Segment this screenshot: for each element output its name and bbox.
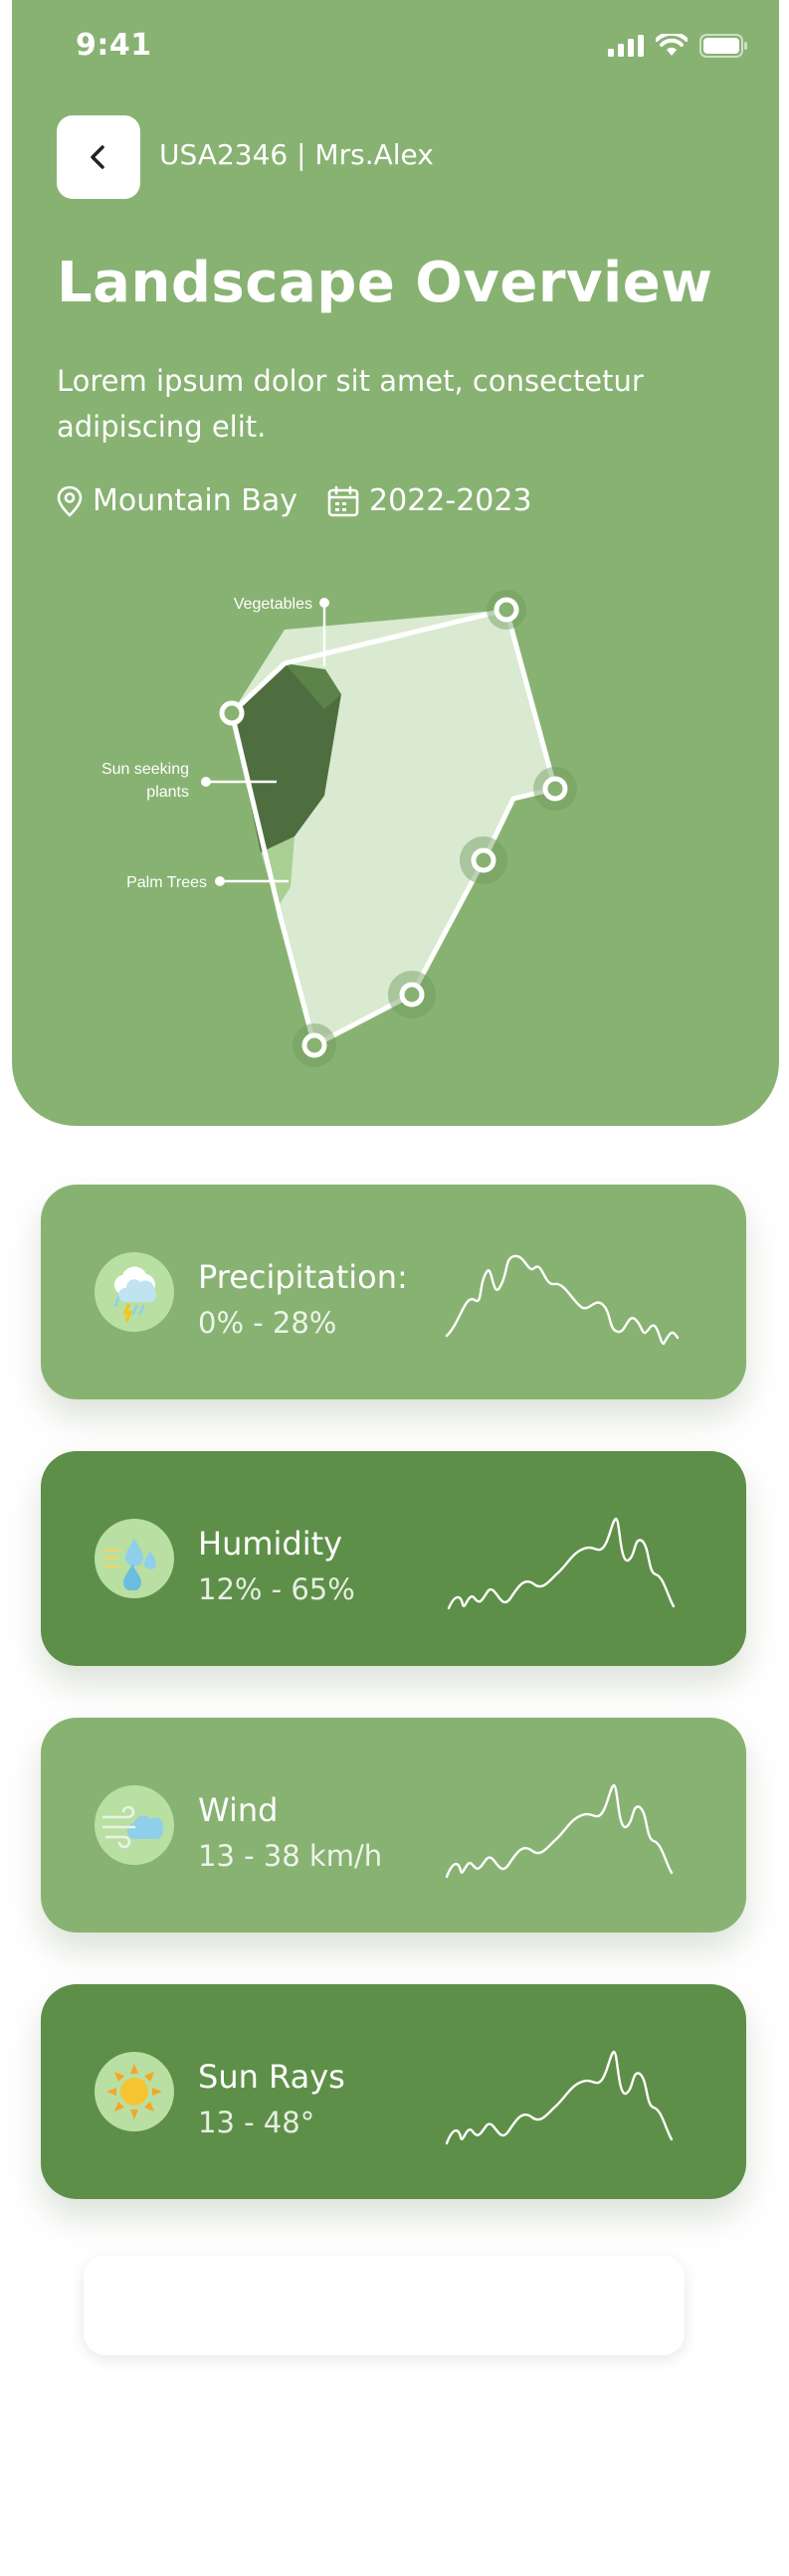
vegetables-label: Vegetables [234,596,312,613]
calendar-icon [327,485,359,516]
wifi-icon [656,34,688,56]
user-id: USA2346 | Mrs.Alex [159,138,434,171]
signal-icon [608,35,644,57]
vegetables-region [285,663,341,709]
wind-icon [95,1785,174,1865]
card-label: Wind [198,1791,279,1829]
precipitation-card[interactable]: Precipitation: 0% - 28% [41,1185,746,1399]
vertex-marker[interactable] [487,590,526,630]
humidity-card[interactable]: Humidity 12% - 65% [41,1451,746,1666]
card-value: 13 - 38 km/h [198,1839,383,1873]
location-pin-icon [57,485,83,517]
page-title: Landscape Overview [57,251,713,315]
field-outline [229,607,558,1048]
palm-trees-region [261,836,295,907]
precipitation-sparkline [445,1254,680,1346]
sun-seeking-label-line1: Sun seeking [101,761,189,778]
location: Mountain Bay [57,483,297,518]
landscape-map: Vegetables Sun seeking plants Palm Trees [101,590,577,1067]
bottom-panel [84,2256,685,2355]
water-drops-icon [95,1519,174,1598]
card-value: 0% - 28% [198,1306,337,1340]
status-icons [608,34,747,58]
back-button[interactable] [57,115,140,199]
vertex-marker[interactable] [460,836,507,884]
palm-trees-callout: Palm Trees [126,874,289,891]
status-bar: 9:41 [0,0,789,92]
card-label: Humidity [198,1525,343,1563]
rain-cloud-icon [95,1252,174,1332]
sun-seeking-label-line2: plants [146,784,189,801]
sun-rays-sparkline [445,2050,674,2145]
vertex-marker[interactable] [388,971,436,1018]
wind-card[interactable]: Wind 13 - 38 km/h [41,1718,746,1932]
page-description: Lorem ipsum dolor sit amet, consectetur … [57,364,644,444]
humidity-sparkline [447,1517,676,1610]
wind-sparkline [445,1783,674,1879]
sun-seeking-region [232,663,341,852]
palm-trees-label: Palm Trees [126,874,207,891]
meta-row: Mountain Bay 2022-2023 [57,483,562,518]
location-text: Mountain Bay [93,483,298,518]
card-value: 13 - 48° [198,2106,315,2139]
period: 2022-2023 [327,483,532,518]
vertex-marker[interactable] [293,1023,336,1067]
battery-icon [699,34,747,58]
sun-seeking-callout: Sun seeking plants [101,761,277,801]
card-label: Sun Rays [198,2058,345,2096]
sun-icon [95,2052,174,2131]
vegetables-callout: Vegetables [234,596,329,666]
period-text: 2022-2023 [369,483,532,518]
card-value: 12% - 65% [198,1572,355,1606]
sun-rays-card[interactable]: Sun Rays 13 - 48° [41,1984,746,2199]
vertex-marker[interactable] [219,700,245,726]
card-label: Precipitation: [198,1258,408,1296]
chevron-left-icon [91,145,104,169]
status-time: 9:41 [76,28,152,63]
vertex-marker[interactable] [533,767,577,811]
